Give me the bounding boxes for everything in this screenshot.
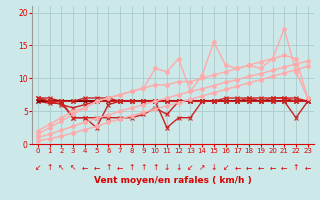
Text: ↗: ↗ xyxy=(199,163,205,172)
Text: ↓: ↓ xyxy=(164,163,170,172)
Text: ↖: ↖ xyxy=(70,163,76,172)
Text: ←: ← xyxy=(269,163,276,172)
Text: ↓: ↓ xyxy=(211,163,217,172)
Text: ←: ← xyxy=(305,163,311,172)
Text: ←: ← xyxy=(93,163,100,172)
X-axis label: Vent moyen/en rafales ( km/h ): Vent moyen/en rafales ( km/h ) xyxy=(94,176,252,185)
Text: ↖: ↖ xyxy=(58,163,65,172)
Text: ↙: ↙ xyxy=(187,163,194,172)
Text: ↑: ↑ xyxy=(293,163,299,172)
Text: ←: ← xyxy=(258,163,264,172)
Text: ↑: ↑ xyxy=(129,163,135,172)
Text: ↙: ↙ xyxy=(222,163,229,172)
Text: ←: ← xyxy=(281,163,287,172)
Text: ←: ← xyxy=(234,163,241,172)
Text: ←: ← xyxy=(117,163,123,172)
Text: ↑: ↑ xyxy=(140,163,147,172)
Text: ←: ← xyxy=(82,163,88,172)
Text: ←: ← xyxy=(246,163,252,172)
Text: ↑: ↑ xyxy=(105,163,111,172)
Text: ↑: ↑ xyxy=(46,163,53,172)
Text: ↑: ↑ xyxy=(152,163,158,172)
Text: ↓: ↓ xyxy=(175,163,182,172)
Text: ↙: ↙ xyxy=(35,163,41,172)
